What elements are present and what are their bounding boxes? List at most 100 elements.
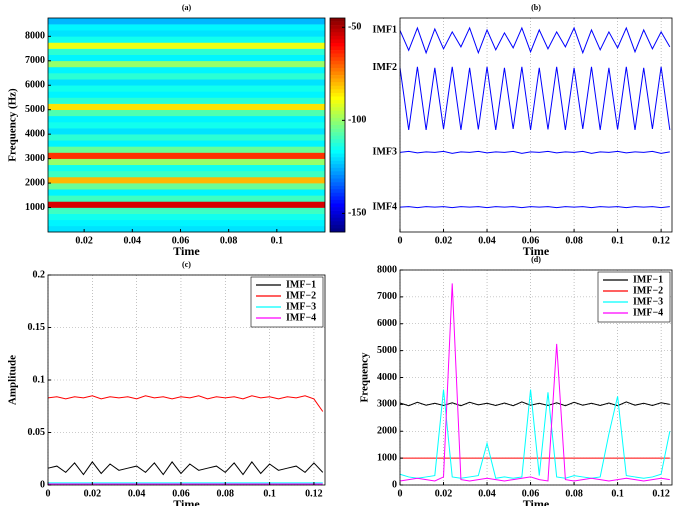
colorbar-slice xyxy=(330,164,345,169)
colorbar-tick-label: -50 xyxy=(348,22,361,33)
x-tick-label: 0.06 xyxy=(172,488,190,499)
panel-title: (a) xyxy=(182,3,192,12)
colorbar-slice xyxy=(330,125,345,129)
legend-label: IMF−3 xyxy=(633,296,663,307)
colorbar-slice xyxy=(330,178,345,183)
heatmap-row xyxy=(48,36,325,43)
colorbar-slice xyxy=(330,25,345,29)
legend-label: IMF−4 xyxy=(633,307,663,318)
colorbar-slice xyxy=(330,160,345,165)
heatmap-row xyxy=(48,170,325,178)
colorbar-slice xyxy=(330,174,345,179)
heatmap-row xyxy=(48,207,325,214)
heatmap-row xyxy=(48,128,325,135)
x-tick-label: 0.04 xyxy=(478,488,496,499)
heatmap-row xyxy=(48,176,325,184)
heatmap-row xyxy=(48,54,325,62)
y-tick-label: 7000 xyxy=(25,55,45,66)
heatmap-row xyxy=(48,158,325,166)
y-tick-label: 8000 xyxy=(377,264,397,275)
x-tick-label: 0.04 xyxy=(478,235,496,246)
colorbar-frame xyxy=(329,17,346,233)
heatmap-row xyxy=(48,91,325,98)
series-line xyxy=(399,283,670,482)
colorbar-slice xyxy=(330,21,345,26)
colorbar-slice xyxy=(330,203,345,208)
colorbar-slice xyxy=(330,167,345,172)
y-tick-label: 2000 xyxy=(25,177,45,188)
colorbar-slice xyxy=(330,207,345,211)
colorbar-slice xyxy=(330,128,345,133)
heatmap-row xyxy=(48,140,325,147)
colorbar-slice xyxy=(330,67,345,72)
series-line xyxy=(399,389,671,479)
colorbar-slice xyxy=(330,217,345,222)
x-tick-label: 0.1 xyxy=(611,235,624,246)
x-tick-label: 0.12 xyxy=(305,488,323,499)
colorbar-slice xyxy=(330,132,345,136)
series-line xyxy=(399,26,671,55)
x-tick-label: 0.04 xyxy=(124,235,142,246)
heatmap-row xyxy=(48,152,325,159)
x-tick-label: 0.08 xyxy=(217,488,235,499)
colorbar-slice xyxy=(330,189,345,194)
colorbar-slice xyxy=(330,75,345,79)
colorbar-slice xyxy=(330,153,345,158)
x-tick-label: 0.02 xyxy=(435,488,453,499)
colorbar-slice xyxy=(330,32,345,37)
x-axis-label: Time xyxy=(523,497,550,506)
colorbar-slice xyxy=(330,28,345,33)
axes-frame xyxy=(399,17,673,233)
y-tick-label: 0 xyxy=(40,479,45,490)
y-tick-label: 5000 xyxy=(377,345,397,356)
legend-label: IMF−1 xyxy=(633,274,663,285)
x-axis-label: Time xyxy=(173,244,200,258)
y-tick-label: 0.1 xyxy=(33,374,46,385)
y-tick-label: 5000 xyxy=(25,104,45,115)
x-tick-label: 0.02 xyxy=(435,235,453,246)
heatmap-row xyxy=(48,134,325,141)
colorbar-slice xyxy=(330,110,345,115)
colorbar-slice xyxy=(330,228,345,233)
colorbar-slice xyxy=(330,117,345,122)
y-axis-label: Frequency (Hz) xyxy=(7,88,19,162)
y-tick-label: 7000 xyxy=(377,291,397,302)
y-tick-label: 0 xyxy=(392,479,397,490)
series-line xyxy=(399,150,670,154)
x-tick-label: 0 xyxy=(398,235,403,246)
x-tick-label: 0.06 xyxy=(522,488,540,499)
legend-label: IMF−3 xyxy=(286,301,316,312)
series-label: IMF1 xyxy=(373,25,397,36)
series-line xyxy=(47,395,324,412)
y-tick-label: 2000 xyxy=(377,426,397,437)
heatmap-row xyxy=(48,48,325,55)
series-label: IMF3 xyxy=(373,147,397,158)
colorbar-slice xyxy=(330,182,345,186)
colorbar-slice xyxy=(330,42,345,47)
legend-label: IMF−4 xyxy=(286,312,316,323)
heatmap-row xyxy=(48,146,325,153)
colorbar-slice xyxy=(330,103,345,108)
x-tick-label: 0.02 xyxy=(75,235,93,246)
series-line xyxy=(399,66,671,131)
heatmap-row xyxy=(48,42,325,49)
heatmap-row xyxy=(48,73,325,80)
colorbar-slice xyxy=(330,89,345,94)
heatmap-row xyxy=(48,18,325,25)
heatmap-row xyxy=(48,66,325,74)
colorbar-slice xyxy=(330,64,345,69)
heatmap-row xyxy=(48,164,325,172)
colorbar-slice xyxy=(330,60,345,65)
x-tick-label: 0.02 xyxy=(84,488,102,499)
x-axis-label: Time xyxy=(523,244,550,258)
heatmap-row xyxy=(48,85,325,92)
heatmap-row xyxy=(48,60,325,68)
x-tick-label: 0.12 xyxy=(652,488,670,499)
colorbar-slice xyxy=(330,146,345,151)
panel-title: (b) xyxy=(531,3,541,12)
heatmap-row xyxy=(48,183,325,190)
y-tick-label: 3000 xyxy=(25,153,45,164)
colorbar-slice xyxy=(330,57,345,62)
